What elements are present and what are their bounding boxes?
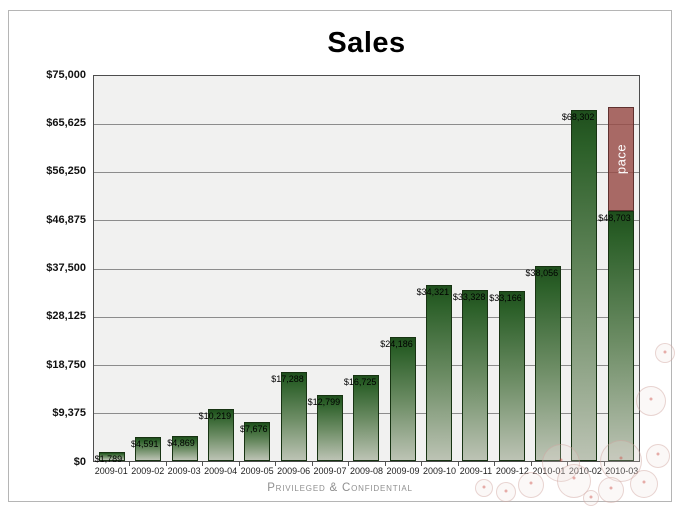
bar-value-label: $33,328 xyxy=(452,291,486,302)
bar-2009-02: $4,591 xyxy=(131,437,162,461)
bar-value-label: $12,799 xyxy=(307,397,341,408)
bar-slot-2009-03: $4,869 xyxy=(167,76,203,461)
bar-2010-02: $68,302 xyxy=(562,110,598,461)
x-axis-label: 2010-02 xyxy=(568,466,602,476)
bar-value-label: $38,056 xyxy=(525,267,559,278)
x-axis-tick xyxy=(311,462,313,466)
y-axis-label: $56,250 xyxy=(46,165,86,178)
bar-slot-2010-01: $38,056 xyxy=(526,76,566,461)
bar-slot-2009-09: $24,186 xyxy=(380,76,421,461)
x-axis-tick xyxy=(421,462,423,466)
bars-container: $1,789 $4,591 $4,869 $10,219 $7,676 $17,288 $1… xyxy=(94,76,639,464)
y-axis-label: $9,375 xyxy=(52,407,86,420)
bar-value-label: $48,703 xyxy=(598,213,631,223)
gridline xyxy=(94,220,639,222)
x-axis-tick xyxy=(457,462,459,466)
bar-value-label: $34,321 xyxy=(416,286,450,297)
bar-slot-2009-12: $33,166 xyxy=(489,76,530,461)
x-axis-tick xyxy=(348,462,350,466)
bar-slot-2010-02: $68,302 xyxy=(562,76,602,461)
bar-2009-06: $17,288 xyxy=(271,372,307,461)
x-axis-label: 2009-04 xyxy=(204,466,238,476)
bar-value-label: $7,676 xyxy=(239,423,268,434)
bar-slot-2009-07: $12,799 xyxy=(308,76,348,461)
x-axis-tick xyxy=(275,462,277,466)
x-axis-label: 2009-02 xyxy=(131,466,165,476)
bar-2009-10: $34,321 xyxy=(417,284,453,461)
bar-slot-2009-08: $16,725 xyxy=(344,76,384,461)
x-axis-label: 2009-09 xyxy=(386,466,420,476)
x-axis-label: 2009-11 xyxy=(459,466,493,476)
bar-value-label: $33,166 xyxy=(489,292,522,303)
gridline xyxy=(94,316,639,318)
bar-slot-2009-04: $10,219 xyxy=(199,76,239,461)
bar-2009-08: $16,725 xyxy=(344,375,380,461)
x-axis: 2009-01 2009-02 2009-03 2009-04 2009-05 2009-… xyxy=(93,466,640,476)
bar-slot-2009-10: $34,321 xyxy=(417,76,457,461)
gridline xyxy=(94,268,639,270)
y-axis-label: $46,875 xyxy=(46,213,86,226)
plot-area: $1,789 $4,591 $4,869 $10,219 $7,676 $17,288 $1… xyxy=(93,75,640,464)
x-axis-tick xyxy=(384,462,386,466)
gridline xyxy=(94,124,639,126)
gridline xyxy=(94,172,639,174)
x-axis-label: 2009-06 xyxy=(277,466,311,476)
bar-2009-03: $4,869 xyxy=(167,436,198,461)
x-axis-tick xyxy=(530,462,532,466)
x-axis-label: 2009-10 xyxy=(422,466,456,476)
x-axis-tick xyxy=(129,462,131,466)
bar-value-label: $1,789 xyxy=(94,453,123,464)
x-axis-label: 2009-12 xyxy=(495,466,529,476)
y-axis-label: $0 xyxy=(73,455,86,468)
y-axis-label: $75,000 xyxy=(46,68,86,81)
bar-value-label: $10,219 xyxy=(198,410,232,421)
bar-2009-12: $33,166 xyxy=(489,290,525,461)
bar-2010-03: $48,703 xyxy=(598,211,634,461)
chart-title: Sales xyxy=(327,27,406,59)
bar-slot-2010-03: $48,703 pace xyxy=(598,76,639,461)
bar-value-label: $24,186 xyxy=(380,338,413,349)
bar-slot-2009-02: $4,591 xyxy=(130,76,166,461)
pace-bar: pace xyxy=(607,106,634,211)
y-axis-label: $28,125 xyxy=(46,310,86,323)
slide-border xyxy=(8,10,672,502)
x-axis-label: 2009-08 xyxy=(350,466,384,476)
x-axis-tick xyxy=(238,462,240,466)
x-axis-tick xyxy=(603,462,605,466)
bar-slot-2009-05: $7,676 xyxy=(239,76,275,461)
bar-slot-2009-01: $1,789 xyxy=(94,76,130,464)
x-axis-label: 2009-03 xyxy=(167,466,201,476)
x-axis-tick xyxy=(494,462,496,466)
x-axis-label: 2009-01 xyxy=(94,466,128,476)
bar-value-label: $16,725 xyxy=(343,377,377,388)
bar-2009-01: $1,789 xyxy=(95,451,126,464)
bar-2009-04: $10,219 xyxy=(199,408,235,461)
x-axis-tick xyxy=(202,462,204,466)
bar-2009-05: $7,676 xyxy=(240,421,271,461)
x-axis-tick xyxy=(165,462,167,466)
gridline xyxy=(94,364,639,366)
y-axis-label: $65,625 xyxy=(46,116,86,129)
bar-value-label: $4,869 xyxy=(167,438,195,449)
x-axis-label: 2009-07 xyxy=(313,466,347,476)
x-axis-label: 2010-01 xyxy=(532,466,566,476)
bar-2009-11: $33,328 xyxy=(453,289,489,461)
x-axis-label: 2009-05 xyxy=(240,466,274,476)
bar-value-label: $4,591 xyxy=(130,439,159,450)
pace-label: pace xyxy=(613,143,629,175)
x-axis-tick xyxy=(567,462,569,466)
x-axis-label: 2010-03 xyxy=(605,466,639,476)
bar-value-label: $68,302 xyxy=(561,112,595,123)
bar-2009-07: $12,799 xyxy=(308,395,344,461)
bar-slot-2009-06: $17,288 xyxy=(271,76,312,461)
y-axis-label: $18,750 xyxy=(46,358,86,371)
bar-value-label: $17,288 xyxy=(271,374,304,385)
bar-slot-2009-11: $33,328 xyxy=(453,76,493,461)
y-axis-label: $37,500 xyxy=(46,262,86,274)
bar-2009-09: $24,186 xyxy=(380,336,416,461)
bar-2010-01: $38,056 xyxy=(526,265,562,461)
footer-confidential: Privileged & Confidential xyxy=(267,482,413,494)
y-axis: $75,000 $65,625 $56,250 $46,875 $37,500 $28,1… xyxy=(0,0,86,509)
